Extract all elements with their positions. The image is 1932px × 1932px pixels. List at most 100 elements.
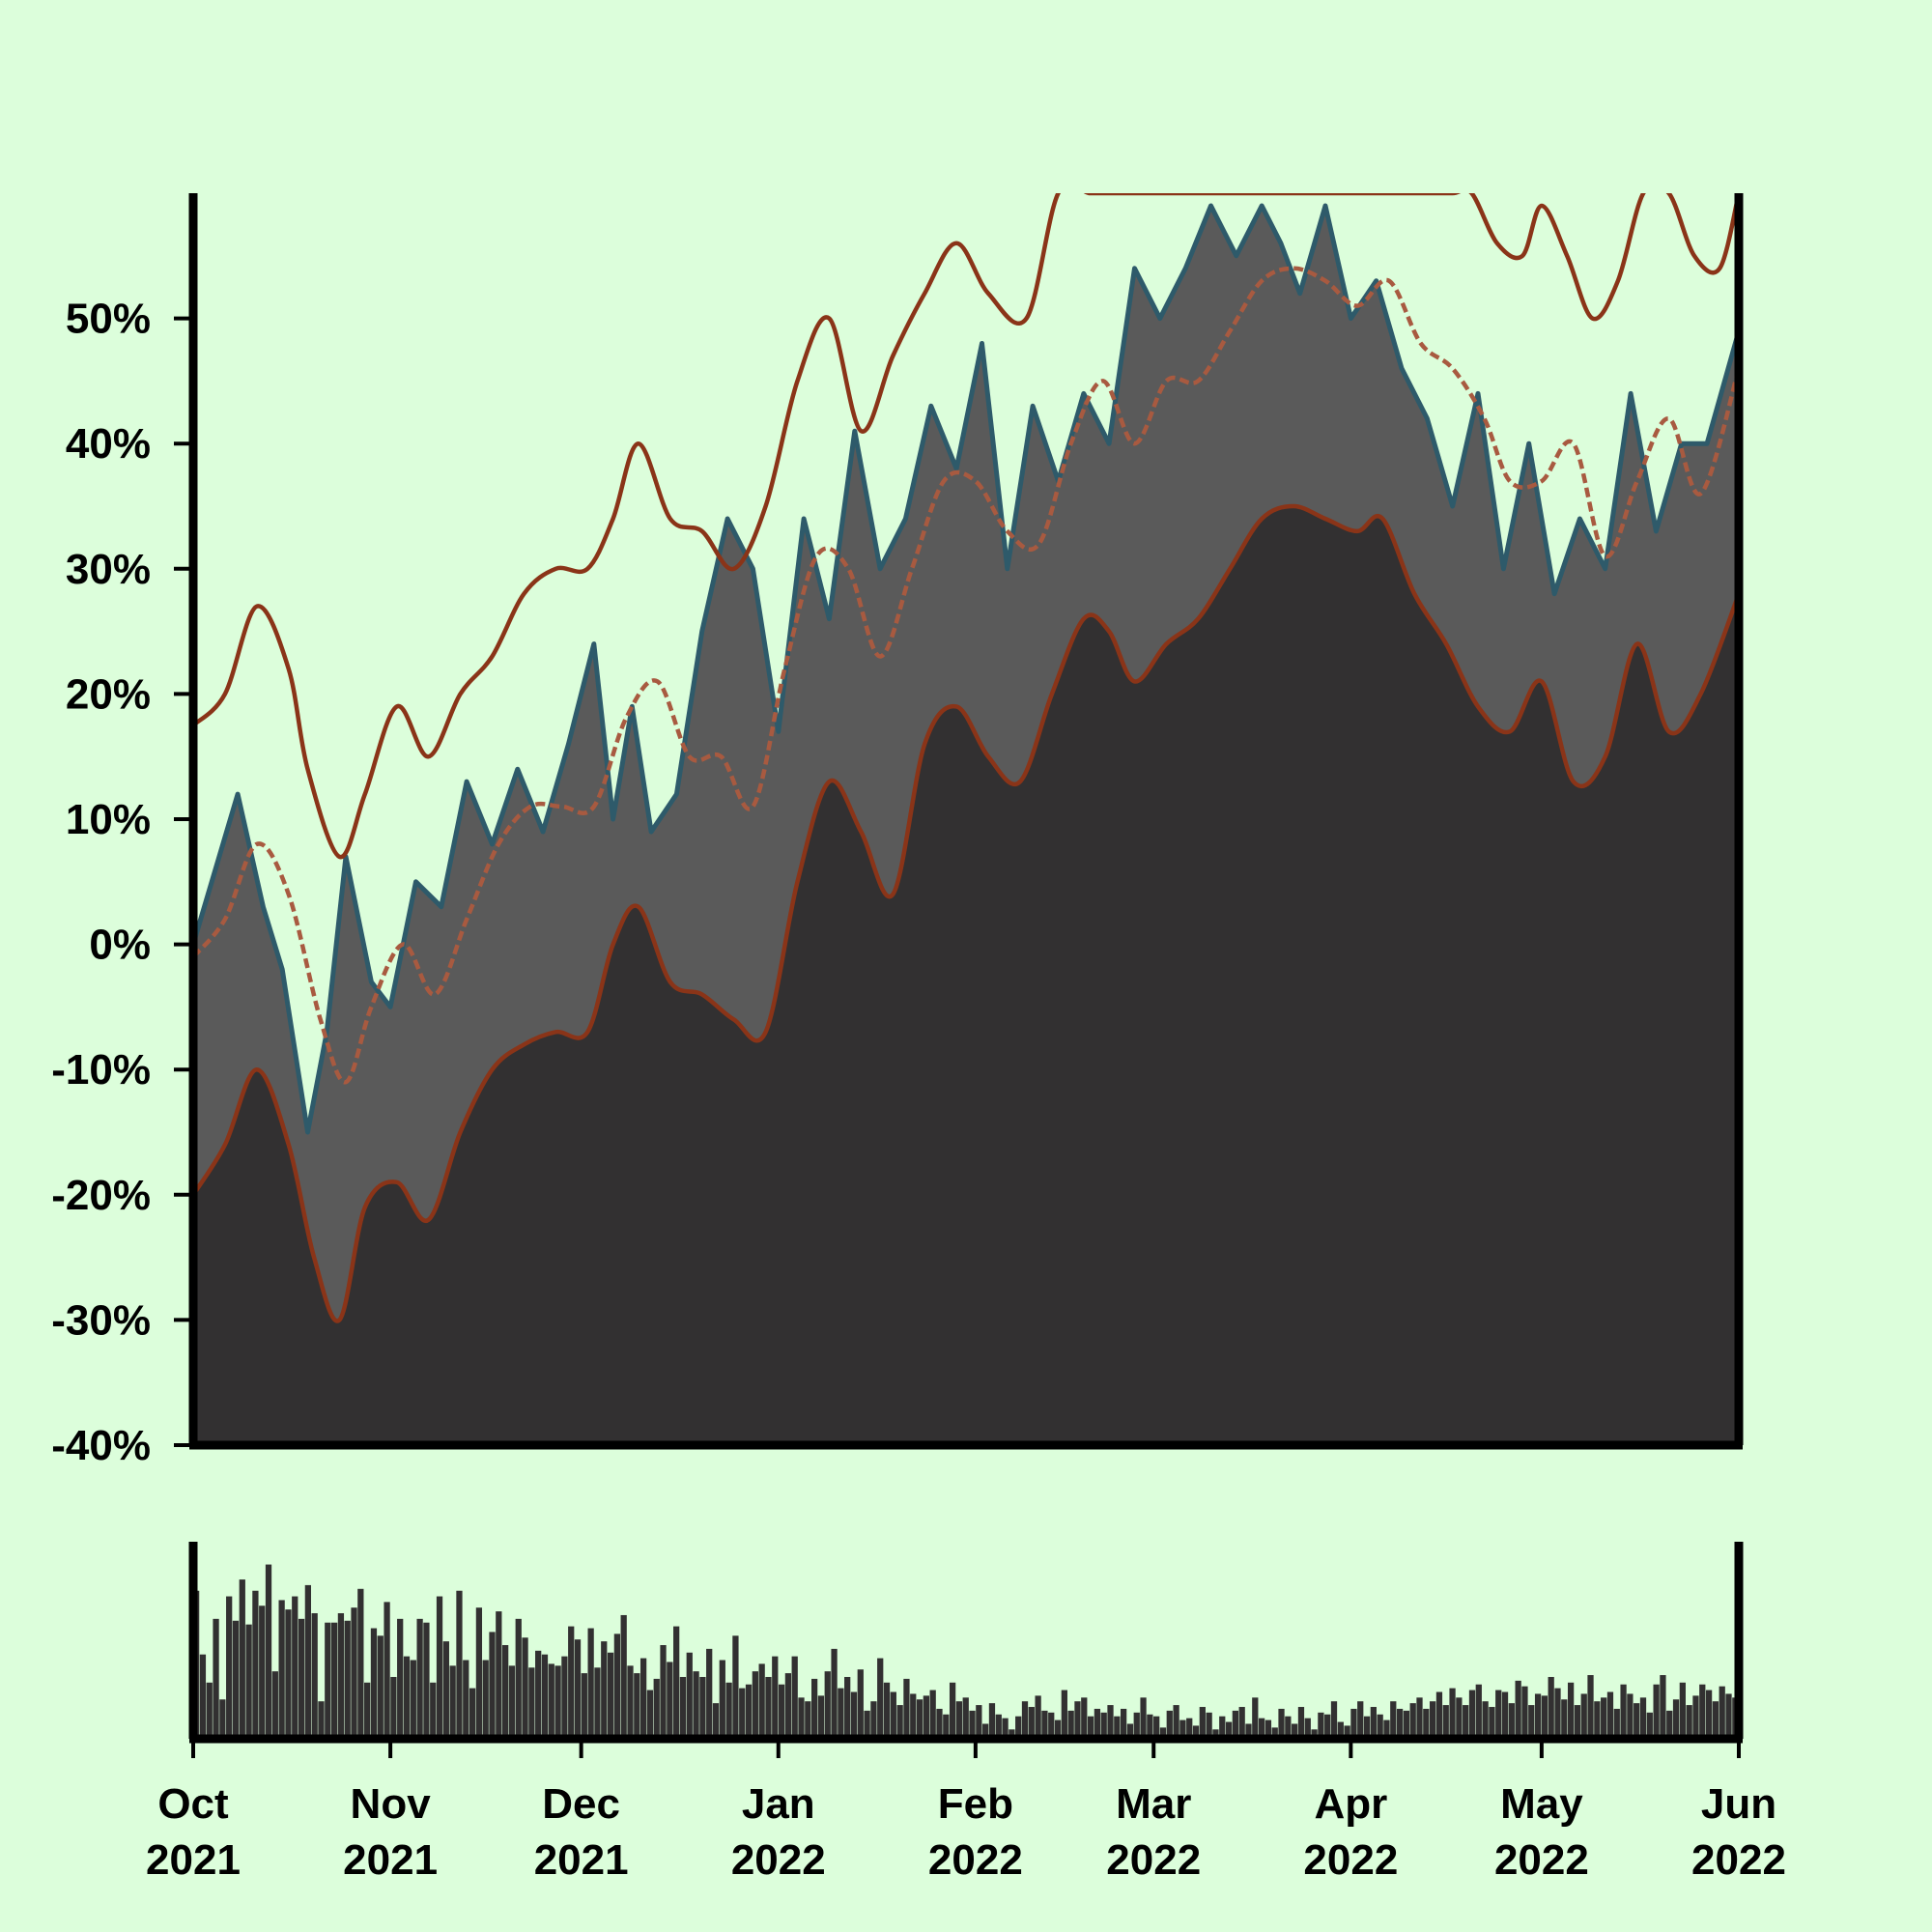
volume-bar	[1449, 1688, 1456, 1739]
volume-bar	[601, 1641, 608, 1739]
volume-bar	[772, 1656, 779, 1739]
volume-bar	[1002, 1718, 1009, 1739]
volume-bar	[1324, 1714, 1331, 1739]
volume-bar	[1627, 1693, 1634, 1739]
volume-bar	[1054, 1719, 1062, 1739]
volume-bar	[1173, 1705, 1179, 1739]
volume-bar	[1048, 1712, 1055, 1739]
volume-bar	[1634, 1703, 1640, 1739]
volume-bar	[259, 1605, 266, 1739]
volume-bar	[1035, 1695, 1041, 1739]
volume-bar	[1337, 1721, 1344, 1739]
volume-bar	[1212, 1729, 1219, 1739]
volume-bar	[1574, 1705, 1581, 1739]
volume-bar	[1594, 1701, 1601, 1739]
volume-bar	[1377, 1714, 1383, 1739]
volume-bar	[1719, 1686, 1725, 1739]
volume-bar	[732, 1635, 739, 1739]
volume-bar	[410, 1660, 416, 1739]
volume-bar	[955, 1701, 963, 1739]
volume-bar	[1613, 1708, 1620, 1739]
x-tick-month-label: Nov	[351, 1780, 432, 1828]
volume-bar	[561, 1656, 568, 1739]
volume-bar	[1285, 1716, 1292, 1739]
volume-bar	[1508, 1703, 1515, 1739]
lower-band-line	[193, 503, 1739, 1323]
volume-bar	[1245, 1723, 1252, 1739]
volume-bar	[1186, 1718, 1193, 1739]
volume-bar	[896, 1705, 903, 1739]
volume-bar	[982, 1723, 989, 1739]
volume-bar	[962, 1697, 969, 1739]
volume-bar	[1192, 1725, 1200, 1739]
volume-bar	[1074, 1701, 1081, 1739]
volume-bar	[995, 1714, 1002, 1739]
volume-bar	[1482, 1701, 1489, 1739]
volume-bar	[1292, 1723, 1298, 1739]
volume-bar	[1463, 1705, 1469, 1739]
volume-bar	[1646, 1712, 1653, 1739]
volume-bar	[1606, 1691, 1614, 1739]
x-tick-year-label: 2022	[1691, 1836, 1786, 1884]
volume-bar	[1567, 1682, 1575, 1739]
volume-bar	[976, 1705, 982, 1739]
x-tick-year-label: 2021	[343, 1836, 438, 1884]
volume-bar	[330, 1622, 338, 1739]
volume-bar	[817, 1695, 825, 1739]
volume-bar	[285, 1609, 292, 1739]
volume-bar	[1639, 1697, 1647, 1739]
volume-bar	[1660, 1675, 1666, 1739]
y-tick-label: -30%	[51, 1296, 151, 1344]
volume-bar	[239, 1579, 245, 1739]
volume-bar	[1468, 1690, 1476, 1739]
upper-band-line	[193, 193, 1739, 860]
volume-bar	[1370, 1707, 1377, 1739]
volume-bar	[639, 1658, 647, 1739]
volume-bar	[752, 1671, 758, 1739]
volume-bar	[318, 1701, 325, 1739]
volume-bar	[936, 1708, 943, 1739]
x-tick-month-label: Dec	[542, 1780, 620, 1828]
x-tick-month-label: Mar	[1116, 1780, 1191, 1828]
volume-bar	[1725, 1693, 1732, 1739]
volume-bar	[1495, 1690, 1502, 1739]
volume-bar	[1699, 1684, 1706, 1739]
volume-bar	[883, 1682, 891, 1739]
volume-bar	[271, 1671, 278, 1739]
volume-bar	[594, 1667, 601, 1739]
volume-bar	[667, 1662, 673, 1739]
volume-bar	[1232, 1710, 1238, 1739]
volume-bar	[844, 1676, 851, 1739]
volume-bar	[1009, 1729, 1015, 1739]
x-tick-month-label: Jan	[742, 1780, 815, 1828]
volume-bar	[798, 1697, 805, 1739]
volume-bar	[1561, 1699, 1568, 1739]
volume-bar	[627, 1665, 634, 1739]
x-tick-month-label: Jun	[1701, 1780, 1776, 1828]
volume-bar	[397, 1618, 404, 1739]
volume-bar	[226, 1596, 233, 1739]
x-tick-month-label: Oct	[157, 1780, 229, 1828]
x-tick-year-label: 2022	[928, 1836, 1023, 1884]
volume-bar	[292, 1596, 298, 1739]
volume-bar	[278, 1600, 285, 1739]
volume-bar	[1489, 1707, 1495, 1739]
volume-bar	[824, 1671, 831, 1739]
volume-bar	[325, 1622, 331, 1739]
volume-bar	[377, 1635, 384, 1739]
volume-bar	[1580, 1693, 1587, 1739]
volume-bar	[1672, 1699, 1680, 1739]
volume-bar	[1528, 1705, 1535, 1739]
volume-bar	[482, 1660, 489, 1739]
volume-bar	[475, 1607, 483, 1739]
y-tick-label: 50%	[66, 296, 151, 343]
volume-bar	[1534, 1693, 1542, 1739]
y-tick-label: -40%	[51, 1422, 151, 1469]
volume-bar	[528, 1667, 535, 1739]
volume-bar	[1252, 1697, 1259, 1739]
volume-bar	[1114, 1716, 1121, 1739]
volume-bar	[1140, 1697, 1147, 1739]
volume-bar	[554, 1665, 561, 1739]
y-tick-label: -10%	[51, 1046, 151, 1094]
